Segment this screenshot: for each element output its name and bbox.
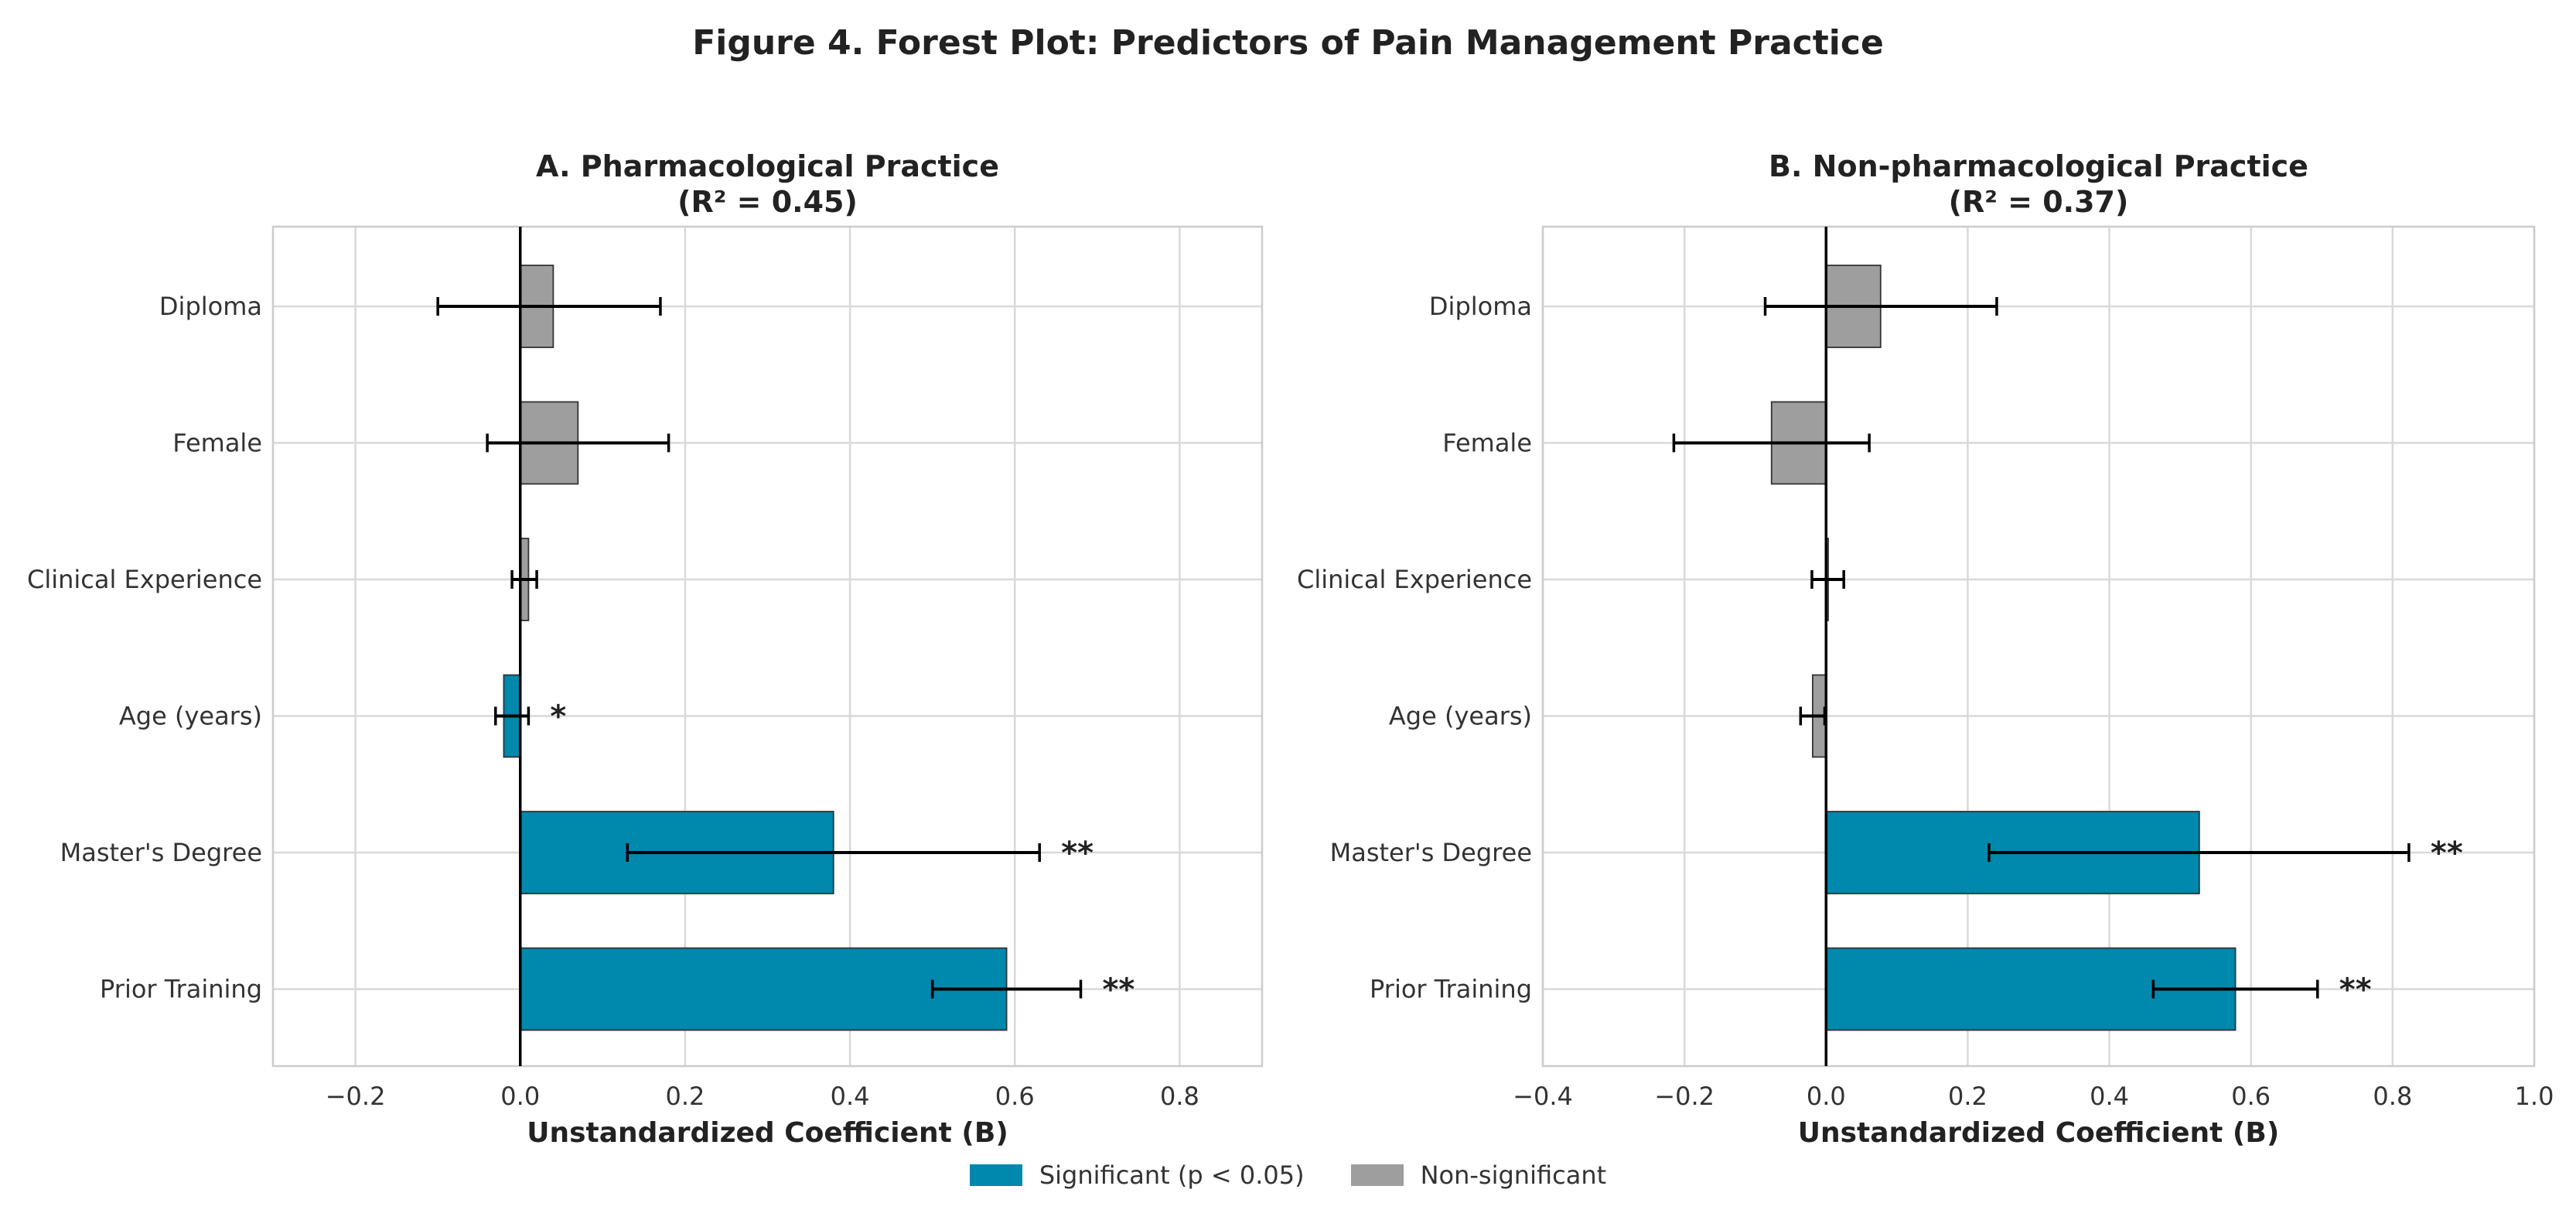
x-tick-label: 0.0 <box>1807 1082 1846 1111</box>
x-tick-label: 0.0 <box>500 1082 540 1111</box>
x-tick-label: 1.0 <box>2515 1082 2554 1111</box>
x-axis-label: Unstandardized Coefficient (B) <box>1798 1117 2280 1149</box>
y-tick-label: Master's Degree <box>60 838 262 867</box>
panel-subtitle: (R² = 0.45) <box>677 185 858 219</box>
y-tick-label: Female <box>1442 429 1532 458</box>
x-tick-label: 0.2 <box>665 1082 705 1111</box>
significance-marker: ** <box>2431 836 2463 871</box>
y-tick-label: Age (years) <box>1389 702 1532 731</box>
legend-item-significant: Significant (p < 0.05) <box>969 1160 1305 1190</box>
bar <box>519 947 1008 1031</box>
plot-frame <box>1541 225 2536 1068</box>
x-tick-label: −0.2 <box>326 1082 386 1111</box>
legend-label-nonsignificant: Non-significant <box>1420 1160 1607 1190</box>
legend-label-significant: Significant (p < 0.05) <box>1039 1160 1305 1190</box>
y-tick-label: Age (years) <box>119 702 262 731</box>
x-tick-label: −0.2 <box>1654 1082 1714 1111</box>
significance-marker: ** <box>1061 836 1094 871</box>
y-tick-label: Clinical Experience <box>1297 565 1532 594</box>
figure-title: Figure 4. Forest Plot: Predictors of Pai… <box>692 23 1884 63</box>
legend-swatch-nonsignificant <box>1350 1164 1404 1186</box>
y-tick-label: Diploma <box>159 292 262 321</box>
forest-plot: A. Pharmacological Practice(R² = 0.45) −0… <box>27 149 2554 1149</box>
legend: Significant (p < 0.05) Non-significant <box>0 1160 2576 1190</box>
legend-swatch-significant <box>969 1164 1022 1186</box>
x-tick-label: 0.6 <box>995 1082 1035 1111</box>
panel-title: B. Non-pharmacological Practice <box>1769 149 2308 183</box>
x-tick-label: 0.6 <box>2231 1082 2271 1111</box>
y-tick-label: Prior Training <box>100 975 262 1004</box>
x-tick-label: 0.8 <box>1160 1082 1199 1111</box>
x-axis-label: Unstandardized Coefficient (B) <box>527 1117 1008 1149</box>
x-tick-label: 0.4 <box>2090 1082 2129 1111</box>
significance-marker: ** <box>1103 972 1135 1008</box>
y-tick-label: Prior Training <box>1370 975 1532 1004</box>
x-tick-label: 0.8 <box>2373 1082 2412 1111</box>
x-tick-label: −0.4 <box>1513 1082 1573 1111</box>
x-tick-label: 0.2 <box>1948 1082 1987 1111</box>
legend-item-nonsignificant: Non-significant <box>1350 1160 1607 1190</box>
significance-marker: * <box>550 699 566 735</box>
plot-frame <box>271 225 1264 1068</box>
panel-subtitle: (R² = 0.37) <box>1949 185 2129 219</box>
panel-title: A. Pharmacological Practice <box>536 149 999 183</box>
significance-marker: ** <box>2339 972 2372 1008</box>
y-tick-label: Master's Degree <box>1330 838 1532 867</box>
y-tick-label: Clinical Experience <box>27 565 262 594</box>
y-tick-label: Female <box>172 429 262 458</box>
y-tick-label: Diploma <box>1429 292 1532 321</box>
x-tick-label: 0.4 <box>831 1082 870 1111</box>
